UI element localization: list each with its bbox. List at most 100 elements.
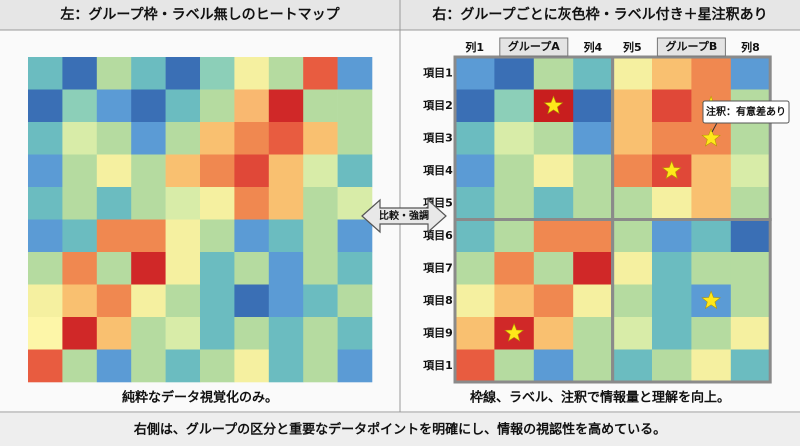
heatmap-cell xyxy=(96,57,132,90)
arrow-label: 比較・強調 xyxy=(379,209,429,222)
heatmap-cell xyxy=(455,57,495,90)
heatmap-cell xyxy=(455,349,495,383)
heatmap-cell xyxy=(268,122,304,155)
row-label: 項目1 xyxy=(423,66,453,79)
heatmap-cell xyxy=(494,219,535,253)
heatmap-cell xyxy=(200,219,235,253)
heatmap-cell xyxy=(62,57,98,90)
heatmap-cell xyxy=(494,122,535,155)
heatmap-cell xyxy=(165,89,201,123)
heatmap-cell xyxy=(612,89,653,123)
heatmap-cell xyxy=(200,57,235,90)
heatmap-cell xyxy=(165,187,201,220)
heatmap-cell xyxy=(337,252,373,285)
heatmap-cell xyxy=(455,317,495,350)
heatmap-cell xyxy=(612,154,653,188)
heatmap-cell xyxy=(234,317,270,350)
heatmap-cell xyxy=(612,284,653,318)
heatmap-cell xyxy=(455,154,495,188)
footer-bar xyxy=(0,413,800,446)
row-label: 項目8 xyxy=(423,294,453,307)
heatmap-cell xyxy=(533,219,574,253)
heatmap-cell xyxy=(612,122,653,155)
heatmap-cell xyxy=(303,187,338,220)
heatmap-cell xyxy=(62,89,98,123)
heatmap-cell xyxy=(96,187,132,220)
heatmap-cell xyxy=(337,122,373,155)
heatmap-cell xyxy=(62,284,98,318)
heatmap-cell xyxy=(303,252,338,285)
heatmap-cell xyxy=(200,317,235,350)
annotation: 注釈：有意差あり xyxy=(706,105,786,118)
heatmap-cell xyxy=(62,317,98,350)
row-label: 項目3 xyxy=(423,131,453,144)
heatmap-cell xyxy=(165,122,201,155)
heatmap-cell xyxy=(455,122,495,155)
heatmap-cell xyxy=(730,187,771,220)
heatmap-cell xyxy=(533,154,574,188)
row-label: 項目2 xyxy=(423,99,453,112)
heatmap-cell xyxy=(533,187,574,220)
heatmap-cell xyxy=(234,349,270,383)
heatmap-cell xyxy=(234,57,270,90)
heatmap-cell xyxy=(234,122,270,155)
heatmap-cell xyxy=(131,317,166,350)
heatmap-cell xyxy=(234,284,270,318)
heatmap-cell xyxy=(730,252,771,285)
heatmap-cell xyxy=(303,219,338,253)
heatmap-cell xyxy=(268,89,304,123)
heatmap-cell xyxy=(28,349,63,383)
heatmap-cell xyxy=(573,187,613,220)
row-label: 項目9 xyxy=(423,326,453,339)
group-label-box xyxy=(499,37,569,57)
heatmap-cell xyxy=(200,252,235,285)
heatmap-cell xyxy=(730,284,771,318)
heatmap-cell xyxy=(165,57,201,90)
heatmap-cell xyxy=(28,154,63,188)
heatmap-cell xyxy=(165,284,201,318)
heatmap-cell xyxy=(96,154,132,188)
column-label: 列8 xyxy=(741,40,760,54)
heatmap-cell xyxy=(455,284,495,318)
heatmap-cell xyxy=(131,284,166,318)
heatmap-cell xyxy=(28,89,63,123)
heatmap-cell xyxy=(337,89,373,123)
heatmap-cell xyxy=(96,349,132,383)
heatmap-cell xyxy=(96,219,132,253)
overlays: 列1列2列3列4列5列6列7列8項目1項目2項目3項目4項目5項目6項目7項目8… xyxy=(361,37,790,384)
heatmap-cell xyxy=(337,349,373,383)
heatmap-cell xyxy=(303,154,338,188)
heatmap-cell xyxy=(268,349,304,383)
heatmap-cell xyxy=(200,284,235,318)
heatmap-cell xyxy=(268,284,304,318)
heatmap-cell xyxy=(200,154,235,188)
heatmap-cell xyxy=(131,187,166,220)
heatmap-cell xyxy=(28,219,63,253)
double-arrow xyxy=(361,198,447,234)
heatmap-cell xyxy=(691,187,732,220)
heatmap-cell xyxy=(573,219,613,253)
heatmap-cell xyxy=(573,349,613,383)
group-label: グループB xyxy=(666,39,718,53)
column-label: 列5 xyxy=(623,40,642,54)
heatmap-cell xyxy=(573,317,613,350)
heatmap-cell xyxy=(652,317,692,350)
heatmap-cell xyxy=(337,284,373,318)
heatmap-cell xyxy=(131,252,166,285)
heatmap-cell xyxy=(533,317,574,350)
heatmap-cell xyxy=(62,252,98,285)
heatmap-cell xyxy=(612,252,653,285)
footer: 右側は、グループの区分と重要なデータポイントを明確にし、情報の視認性を高めている… xyxy=(133,422,666,438)
heatmap-cell xyxy=(573,57,613,90)
heatmap-cell xyxy=(533,57,574,90)
heatmap-cell xyxy=(131,89,166,123)
heatmap-cell xyxy=(652,219,692,253)
heatmap-cell xyxy=(165,317,201,350)
heatmap-cell xyxy=(165,252,201,285)
heatmap-cell xyxy=(268,252,304,285)
heatmap-cell xyxy=(691,154,732,188)
heatmap-cell xyxy=(652,252,692,285)
heatmap-cell xyxy=(652,284,692,318)
